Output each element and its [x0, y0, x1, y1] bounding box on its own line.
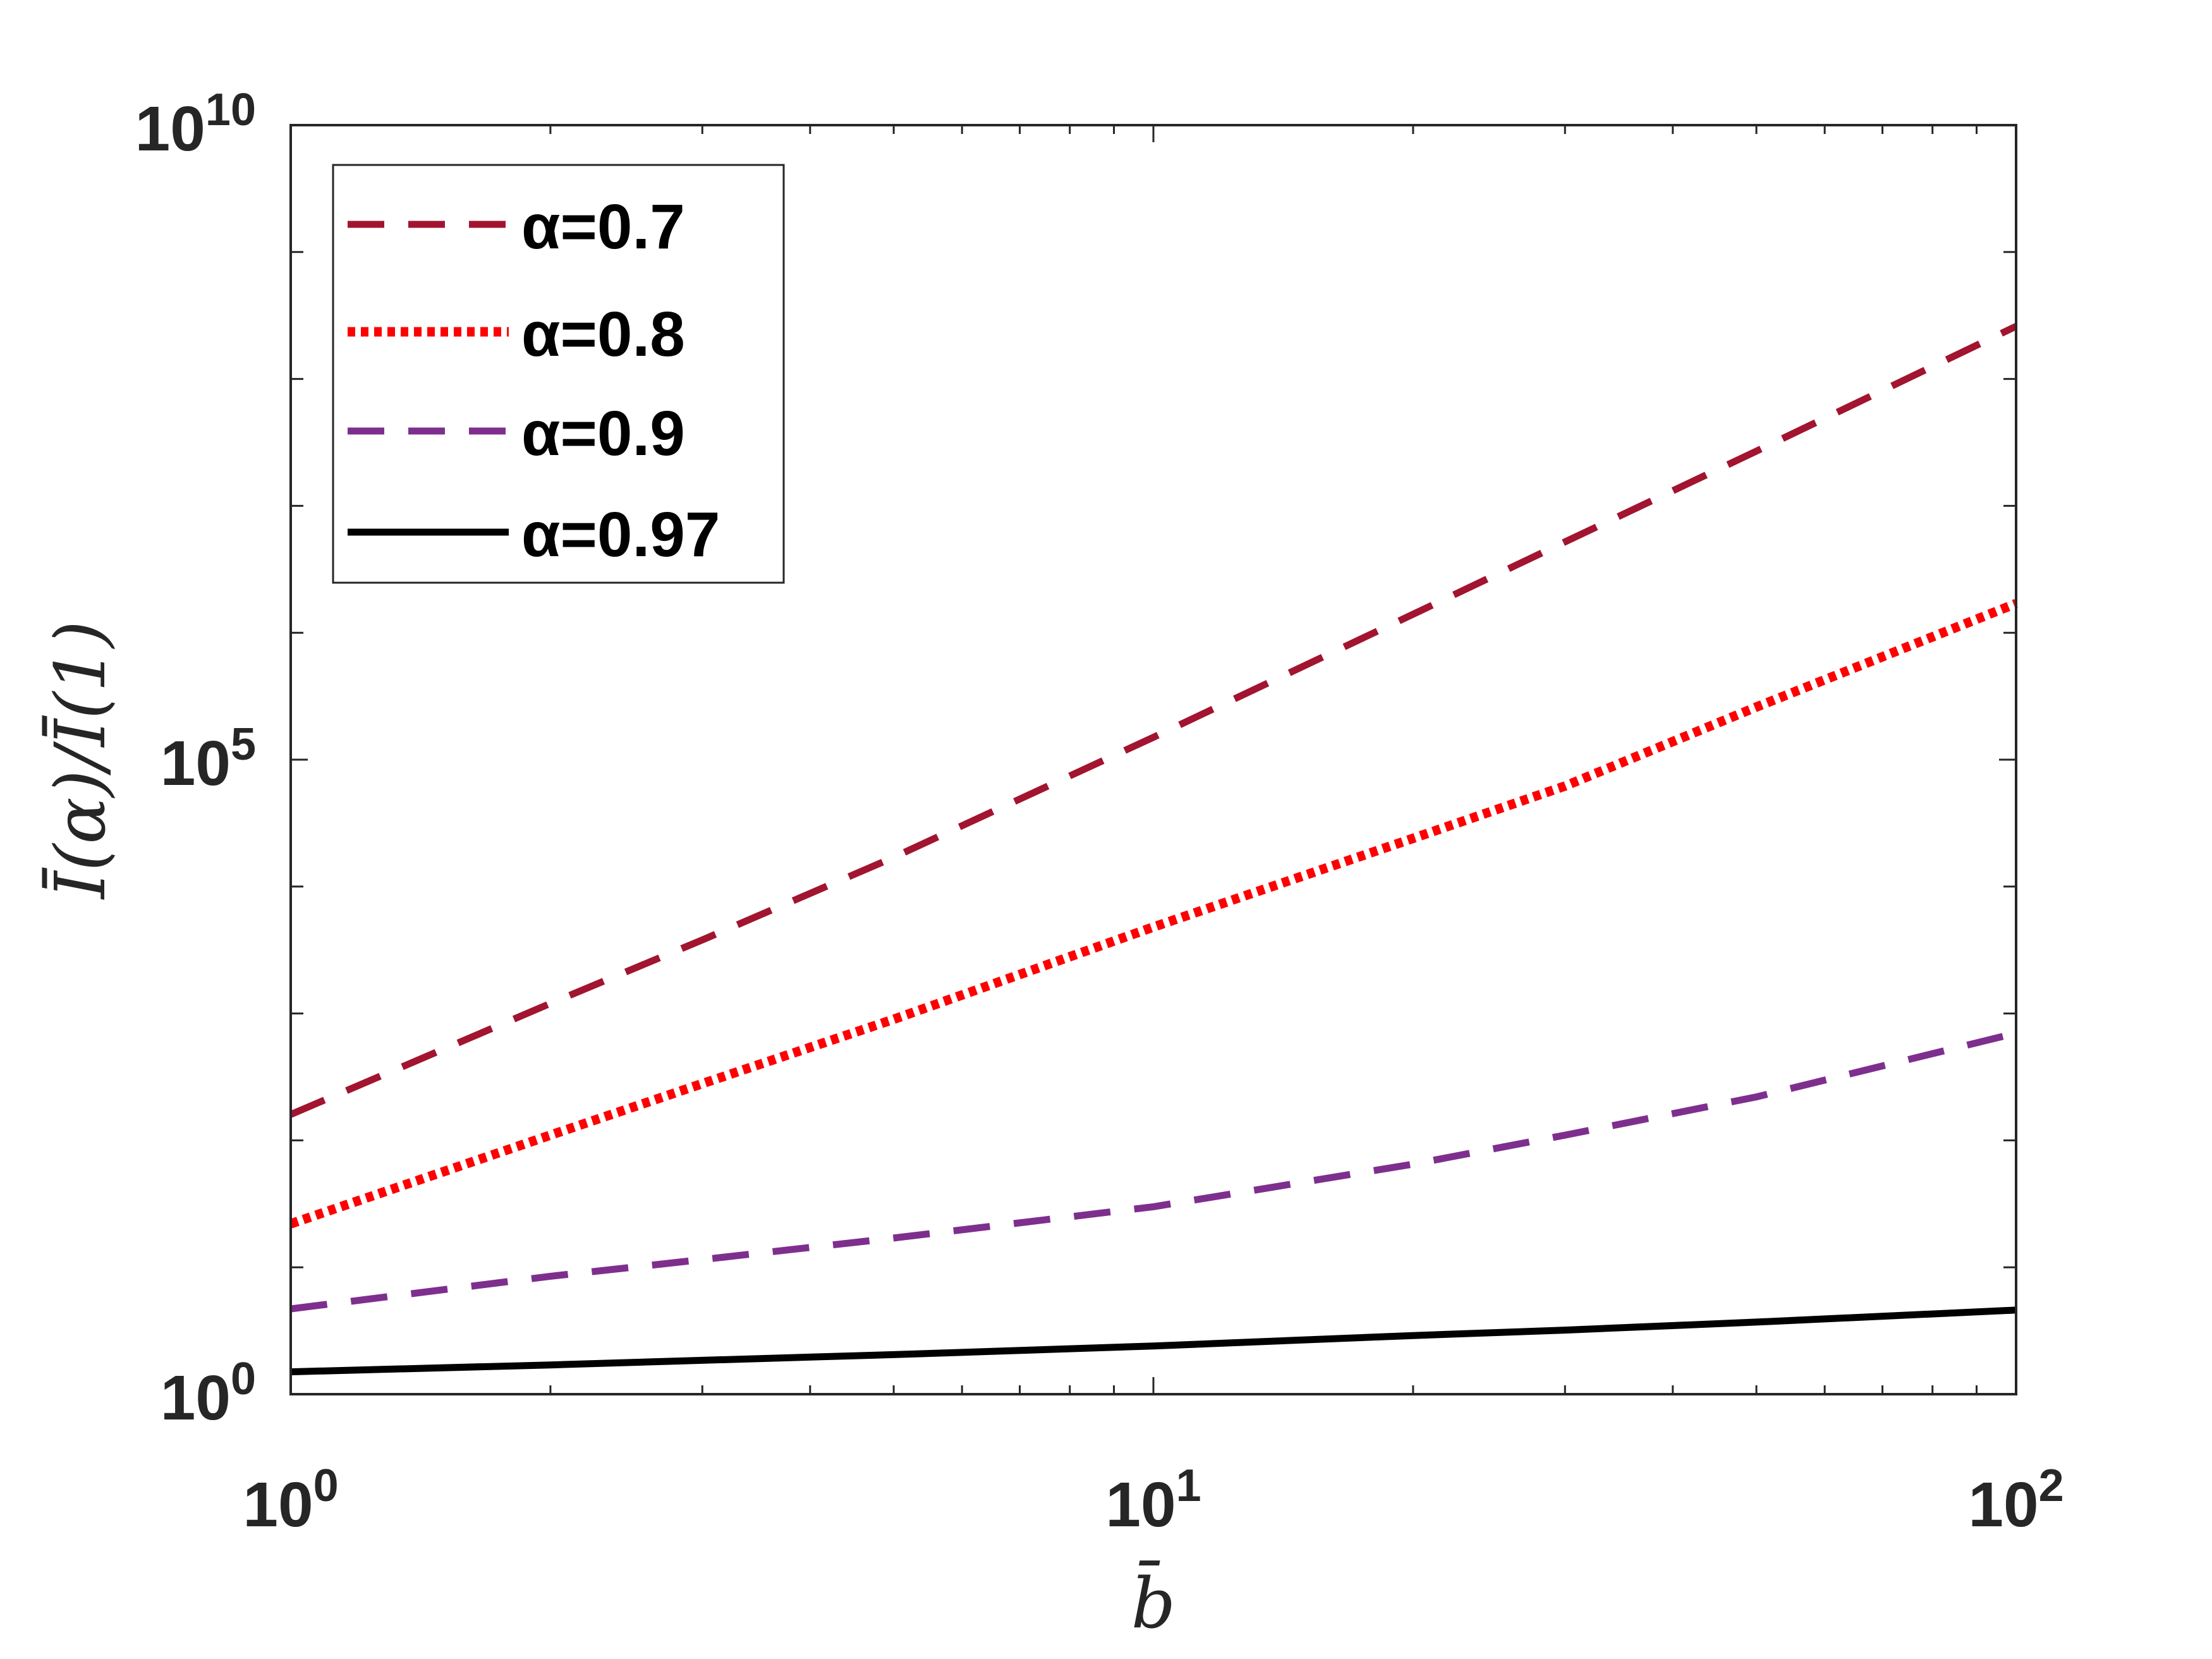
tick-label-exponent: 5: [231, 719, 256, 770]
series-line: [289, 323, 2018, 1118]
x-tick-label: 100: [243, 1461, 338, 1540]
tick-label-base: 10: [161, 1363, 231, 1433]
x-tick-label: 102: [1968, 1461, 2063, 1540]
y-tick-label: 100: [161, 1354, 256, 1433]
y-tick-label: 105: [161, 719, 256, 799]
tick-label-base: 10: [1968, 1469, 2038, 1540]
x-axis-label: b̄: [1131, 1560, 1176, 1644]
legend-box: [332, 164, 785, 584]
legend-label: α=0.97: [521, 499, 720, 570]
tick-label-exponent: 1: [1176, 1461, 1201, 1511]
tick-label-exponent: 0: [231, 1354, 256, 1404]
tick-label-base: 10: [1105, 1469, 1176, 1540]
legend-label: α=0.7: [521, 191, 685, 262]
x-tick-labels: 100 101 102: [243, 1461, 2063, 1540]
series-layer: [289, 323, 2018, 1376]
minor-ticks: [291, 125, 2016, 1394]
tick-label-exponent: 0: [313, 1461, 339, 1511]
x-tick-label: 101: [1105, 1461, 1201, 1540]
tick-label-exponent: 10: [205, 85, 256, 135]
legend-label: α=0.9: [521, 398, 685, 469]
y-axis-label: Ī(α)/Ī(1): [40, 621, 121, 900]
tick-label-base: 10: [161, 728, 231, 799]
tick-label-base: 10: [243, 1469, 313, 1540]
tick-label-base: 10: [135, 94, 205, 164]
y-tick-label: 1010: [135, 85, 256, 164]
legend-label: α=0.8: [521, 299, 685, 370]
axes-box: [289, 124, 2017, 1395]
legend: α=0.7 α=0.8 α=0.9 α=0.97: [332, 164, 785, 584]
series-line: [290, 1306, 2017, 1376]
series-line: [290, 1030, 2017, 1313]
tick-label-exponent: 2: [2039, 1461, 2064, 1511]
